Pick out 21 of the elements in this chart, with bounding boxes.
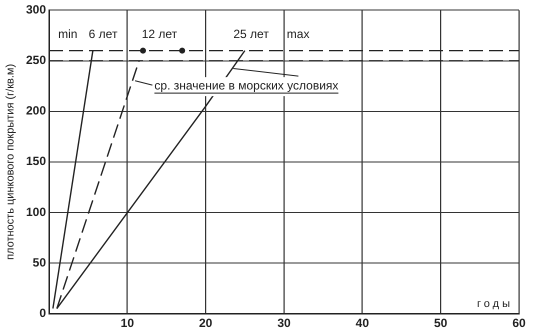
y-axis-title: плотность цинкового покрытия (г/кв.м) [4,64,17,260]
x-tick-label: 10 [120,316,134,330]
y-tick-label: 150 [26,154,46,168]
x-tick-label: 60 [512,316,526,330]
y-tick-label: 250 [26,53,46,68]
y-tick-label: 200 [26,104,46,118]
y-tick-label: 0 [39,306,46,320]
x-tick-label: 30 [277,316,291,330]
annotation: 12 лет [142,26,178,41]
y-tick-label: 300 [26,2,46,17]
x-tick-label: 50 [434,316,448,330]
x-tick-label: 40 [356,316,370,330]
annotation: ср. значение в морских условиях [154,78,338,92]
annotation: max [286,26,310,41]
y-tick-label: 100 [26,204,46,219]
y-tick-label: 50 [32,255,46,270]
x-axis-title: годы [477,298,513,310]
annotation: min [58,26,78,41]
annotation: 25 лет [233,26,270,41]
x-tick-label: 20 [198,316,213,330]
annotation: 6 лет [88,26,118,41]
